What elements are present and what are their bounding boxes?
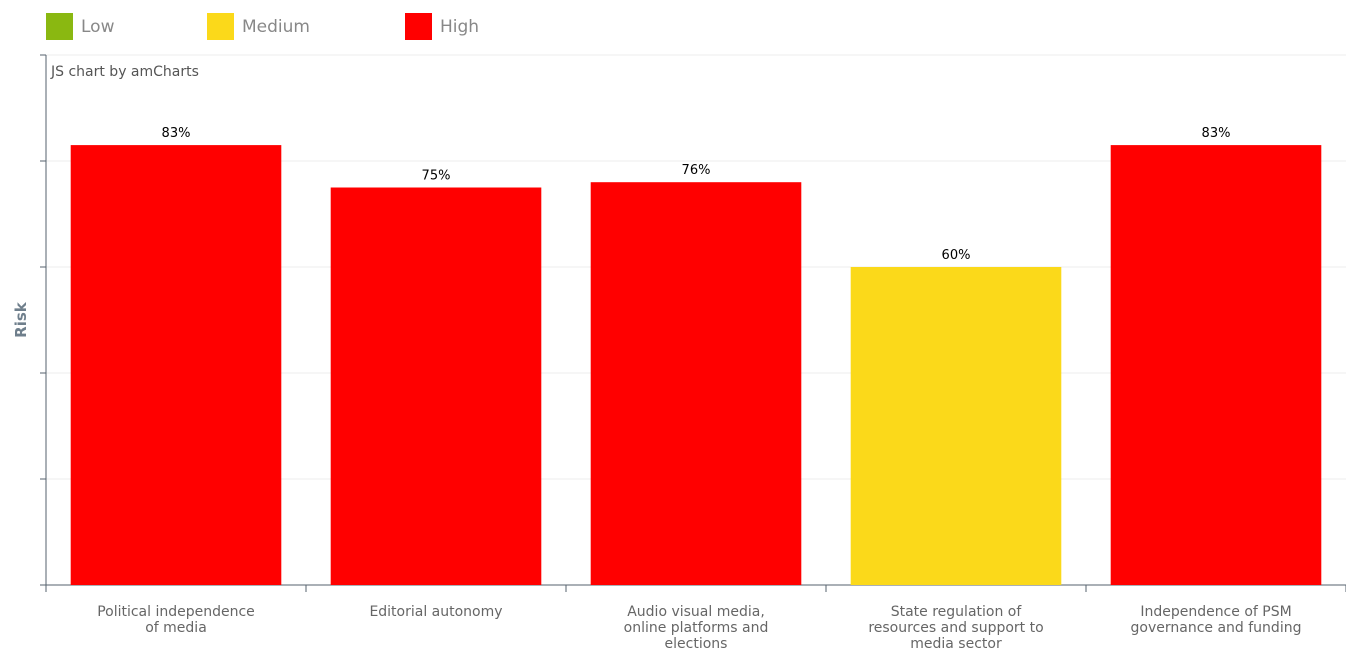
- value-label: 75%: [422, 169, 451, 184]
- legend-item-low[interactable]: Low: [46, 13, 115, 40]
- category-label-line: State regulation of: [891, 604, 1023, 620]
- value-label: 83%: [162, 126, 191, 141]
- legend: Low Medium High: [46, 13, 479, 40]
- category-label-line: online platforms and: [624, 620, 769, 636]
- bar-political-independence-of-media[interactable]: [70, 145, 282, 585]
- category-labels: Political independence of media Editorial …: [97, 604, 1301, 652]
- category-label-line: elections: [665, 636, 728, 652]
- legend-swatch-medium: [207, 13, 234, 40]
- category-label-line: Audio visual media,: [627, 604, 765, 620]
- bar-editorial-autonomy[interactable]: [330, 187, 542, 586]
- y-axis-label: Risk: [12, 301, 30, 338]
- value-labels: 83% 75% 76% 60% 83%: [162, 126, 1231, 263]
- category-label-political-independence-of-media: Political independence of media: [97, 604, 255, 636]
- category-label-line: media sector: [910, 636, 1002, 652]
- legend-swatch-low: [46, 13, 73, 40]
- category-label-line: Editorial autonomy: [369, 604, 502, 620]
- value-label: 60%: [942, 248, 971, 263]
- amcharts-credit[interactable]: JS chart by amCharts: [50, 64, 199, 80]
- category-label-line: governance and funding: [1131, 620, 1302, 636]
- bars: [70, 145, 1322, 586]
- value-label: 76%: [682, 163, 711, 178]
- legend-item-medium[interactable]: Medium: [207, 13, 310, 40]
- category-label-line: Political independence: [97, 604, 255, 620]
- category-label-state-regulation-of-resources-and-support-to-media-sector: State regulation of resources and support…: [868, 604, 1043, 652]
- legend-label-high: High: [440, 17, 479, 37]
- bar-state-regulation-of-resources-and-support-to-media-sector[interactable]: [850, 267, 1062, 585]
- category-label-line: of media: [145, 620, 207, 636]
- value-label: 83%: [1202, 126, 1231, 141]
- category-label-editorial-autonomy: Editorial autonomy: [369, 604, 502, 620]
- bar-audio-visual-media-online-platforms-and-elections[interactable]: [590, 182, 802, 585]
- category-label-independence-of-psm-governance-and-funding: Independence of PSM governance and fundin…: [1131, 604, 1302, 636]
- category-label-line: Independence of PSM: [1140, 604, 1291, 620]
- legend-swatch-high: [405, 13, 432, 40]
- legend-label-low: Low: [81, 17, 115, 37]
- legend-item-high[interactable]: High: [405, 13, 479, 40]
- category-label-line: resources and support to: [868, 620, 1043, 636]
- bar-independence-of-psm-governance-and-funding[interactable]: [1110, 145, 1322, 585]
- legend-label-medium: Medium: [242, 17, 310, 37]
- category-label-audio-visual-media-online-platforms-and-elections: Audio visual media, online platforms and e…: [624, 604, 769, 652]
